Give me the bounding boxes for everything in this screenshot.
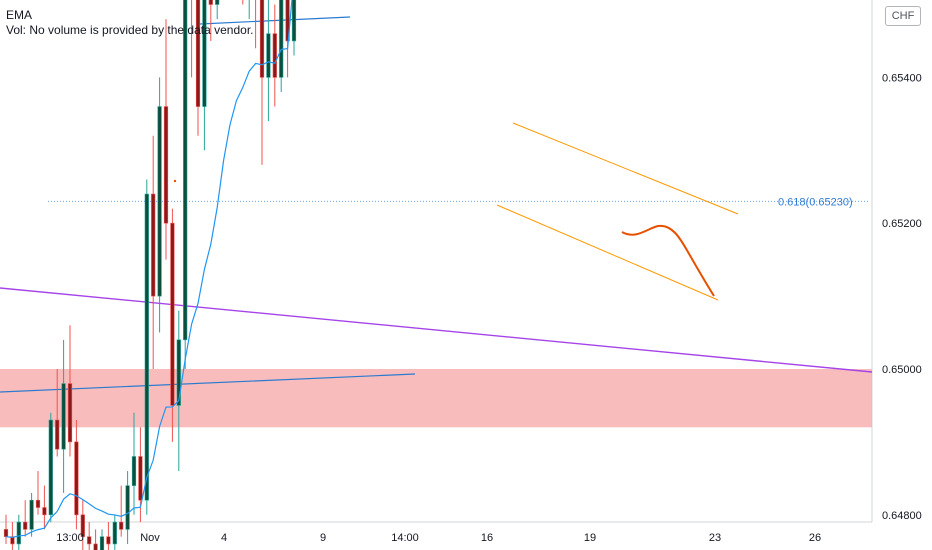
price-tick-label: 0.65000 (882, 364, 922, 376)
candle-body (138, 456, 143, 501)
time-tick-label: 26 (809, 532, 821, 544)
candle-body (3, 529, 9, 537)
channel-lower (496, 204, 719, 301)
indicator-label[interactable]: EMA (6, 8, 33, 22)
candle-body (35, 499, 41, 508)
time-tick-label: 9 (320, 532, 326, 544)
candle-body (215, 0, 220, 5)
chart-legend: EMA Vol: No volume is provided by the da… (6, 8, 253, 38)
candle-body (61, 383, 66, 450)
time-tick-label: Nov (140, 532, 160, 544)
ema-line (5, 0, 293, 538)
candle-body (170, 222, 175, 406)
candle-body (144, 193, 149, 501)
fib-label: 0.618(0.65230) (778, 196, 853, 208)
candle-body (125, 485, 130, 530)
time-tick-label: 4 (221, 532, 227, 544)
candle-body (29, 499, 34, 530)
candle-body (48, 419, 53, 516)
time-tick-label: 23 (709, 532, 721, 544)
candle-body (99, 536, 105, 550)
candle-body (259, 0, 265, 78)
candle-body (291, 0, 297, 42)
price-axis[interactable]: 0.64800 0.65000 0.65200 0.65400 (882, 72, 922, 521)
candle-body (67, 383, 73, 443)
time-tick-label: 14:00 (391, 532, 419, 544)
fibonacci-levels: 0.382(0.65913)0.5(0.65571)0.618(0.65230)… (48, 196, 870, 208)
candle-body (272, 33, 277, 78)
candle-body (87, 536, 92, 545)
time-tick-label: 19 (584, 532, 596, 544)
candle-body (131, 456, 137, 486)
candle-body (183, 0, 188, 341)
candle-body (157, 106, 162, 297)
candle-body (74, 441, 79, 516)
candle-body (208, 0, 213, 5)
candle-body (16, 521, 21, 545)
time-tick-label: 16 (481, 532, 493, 544)
marker-dot (173, 179, 177, 183)
candle-body (10, 536, 15, 545)
candle-body (93, 543, 98, 550)
candle-body (80, 514, 85, 537)
candle-body (42, 507, 47, 516)
candle-body (202, 0, 207, 107)
ema-series (5, 0, 293, 538)
candle-body (195, 0, 201, 107)
candle-body (55, 419, 60, 450)
candle-body (266, 33, 271, 78)
time-axis[interactable]: 13:00 Nov 4 9 14:00 16 19 23 26 (56, 532, 821, 544)
candle-body (279, 0, 284, 78)
candle-body (163, 106, 169, 224)
candlestick-series (3, 0, 297, 550)
channel-upper (512, 122, 739, 215)
candle-body (106, 536, 111, 545)
candle-body (23, 521, 28, 530)
candle-body (112, 521, 117, 545)
price-tick-label: 0.64800 (882, 510, 922, 522)
volume-note: Vol: No volume is provided by the data v… (6, 23, 254, 37)
candle-body (119, 521, 124, 530)
price-tick-label: 0.65400 (882, 72, 922, 84)
projection-path (621, 224, 715, 297)
price-tick-label: 0.65200 (882, 218, 922, 230)
candle-body (151, 193, 156, 297)
time-tick-label: 13:00 (56, 532, 84, 544)
candle-body (176, 339, 181, 406)
resistance-zone (0, 369, 872, 428)
currency-button[interactable]: CHF (885, 6, 921, 26)
candle-body (285, 0, 290, 42)
